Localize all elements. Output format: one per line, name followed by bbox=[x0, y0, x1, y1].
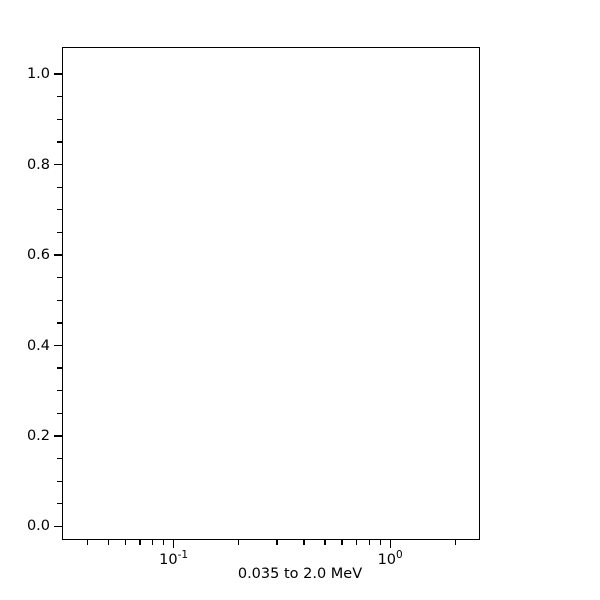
y-tick-minor bbox=[57, 503, 62, 505]
y-tick-minor bbox=[57, 141, 62, 143]
x-tick-minor bbox=[355, 540, 358, 545]
y-tick-minor bbox=[57, 299, 62, 301]
x-tick-minor bbox=[379, 540, 381, 545]
y-tick-minor bbox=[57, 231, 62, 234]
y-tick-minor bbox=[57, 322, 62, 324]
x-tick-label: 10-1 bbox=[159, 550, 188, 568]
y-tick-label: 0.8 bbox=[26, 156, 50, 173]
y-tick-label: 0.2 bbox=[26, 427, 50, 444]
x-tick-minor bbox=[238, 540, 240, 545]
x-tick-minor bbox=[139, 540, 141, 545]
axes-frame bbox=[62, 47, 480, 540]
y-tick-minor bbox=[57, 186, 62, 188]
y-tick-label: 1.0 bbox=[26, 66, 50, 83]
x-tick-minor bbox=[324, 540, 326, 545]
y-tick-major bbox=[54, 525, 62, 528]
y-tick-minor bbox=[57, 412, 62, 414]
x-axis-label: 0.035 to 2.0 MeV bbox=[237, 566, 363, 582]
x-tick-minor bbox=[341, 540, 343, 545]
y-tick-major bbox=[54, 163, 62, 166]
y-tick-minor bbox=[57, 480, 62, 482]
x-tick-minor bbox=[454, 540, 456, 545]
x-tick-minor bbox=[124, 540, 127, 545]
x-tick-minor bbox=[368, 540, 370, 545]
y-tick-minor bbox=[57, 367, 62, 369]
y-tick-minor bbox=[57, 277, 62, 279]
y-tick-minor bbox=[57, 390, 62, 392]
y-tick-minor bbox=[57, 457, 62, 460]
x-tick-minor bbox=[163, 540, 165, 545]
y-tick-major bbox=[54, 254, 62, 256]
y-tick-major bbox=[54, 73, 62, 75]
x-tick-exponent: -1 bbox=[177, 549, 189, 562]
y-tick-major bbox=[54, 435, 62, 437]
x-tick-mantissa: 10 bbox=[377, 552, 397, 568]
y-tick-minor bbox=[57, 96, 62, 98]
x-tick-minor bbox=[86, 540, 89, 545]
x-tick-minor bbox=[107, 540, 110, 545]
y-tick-label: 0.6 bbox=[26, 247, 50, 264]
x-tick-mantissa: 10 bbox=[159, 552, 178, 568]
y-tick-label: 0.4 bbox=[26, 337, 50, 354]
y-tick-minor bbox=[57, 118, 62, 120]
x-tick-minor bbox=[276, 540, 278, 545]
x-tick-minor bbox=[152, 540, 154, 545]
x-tick-major bbox=[389, 540, 391, 548]
y-tick-label: 0.0 bbox=[26, 518, 50, 535]
x-tick-label: 100 bbox=[377, 550, 403, 568]
x-tick-minor bbox=[303, 540, 305, 545]
y-tick-major bbox=[54, 344, 62, 347]
x-tick-exponent: 0 bbox=[396, 549, 403, 562]
x-tick-major bbox=[173, 540, 175, 548]
y-tick-minor bbox=[57, 209, 62, 211]
